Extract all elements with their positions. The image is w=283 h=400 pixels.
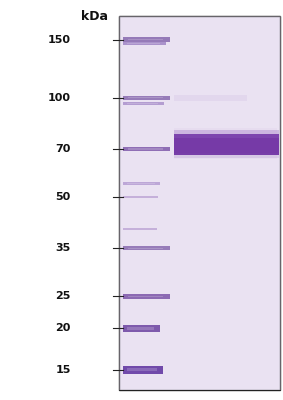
Bar — [128, 97, 163, 98]
Text: 50: 50 — [55, 192, 71, 202]
Bar — [123, 182, 160, 185]
Bar — [123, 325, 160, 332]
Bar — [123, 196, 158, 198]
Text: 100: 100 — [48, 93, 71, 103]
Text: 70: 70 — [55, 144, 71, 154]
Bar — [127, 368, 157, 371]
Bar — [128, 296, 163, 297]
Text: 15: 15 — [55, 365, 71, 375]
Text: 35: 35 — [55, 243, 71, 253]
Bar — [174, 153, 279, 158]
Text: 150: 150 — [48, 35, 71, 45]
Bar — [128, 39, 163, 40]
Bar — [123, 38, 170, 42]
Bar — [119, 16, 280, 390]
Bar — [128, 148, 163, 150]
Bar — [123, 102, 164, 105]
Bar — [128, 248, 163, 249]
Bar — [174, 130, 279, 138]
Bar — [123, 147, 170, 151]
Bar — [127, 327, 154, 330]
Bar — [174, 94, 247, 101]
Text: 25: 25 — [55, 292, 71, 302]
Bar — [123, 294, 170, 299]
Bar — [123, 366, 163, 374]
Bar — [127, 43, 160, 44]
Bar — [123, 228, 157, 230]
Bar — [174, 128, 277, 160]
Text: kDa: kDa — [81, 10, 108, 23]
Bar — [127, 229, 152, 230]
Bar — [123, 246, 170, 250]
Bar — [123, 96, 170, 100]
Bar — [123, 42, 166, 45]
Bar — [127, 103, 158, 104]
Bar — [127, 197, 153, 198]
Text: 20: 20 — [55, 324, 71, 334]
Bar — [127, 183, 155, 184]
Bar — [174, 134, 279, 155]
